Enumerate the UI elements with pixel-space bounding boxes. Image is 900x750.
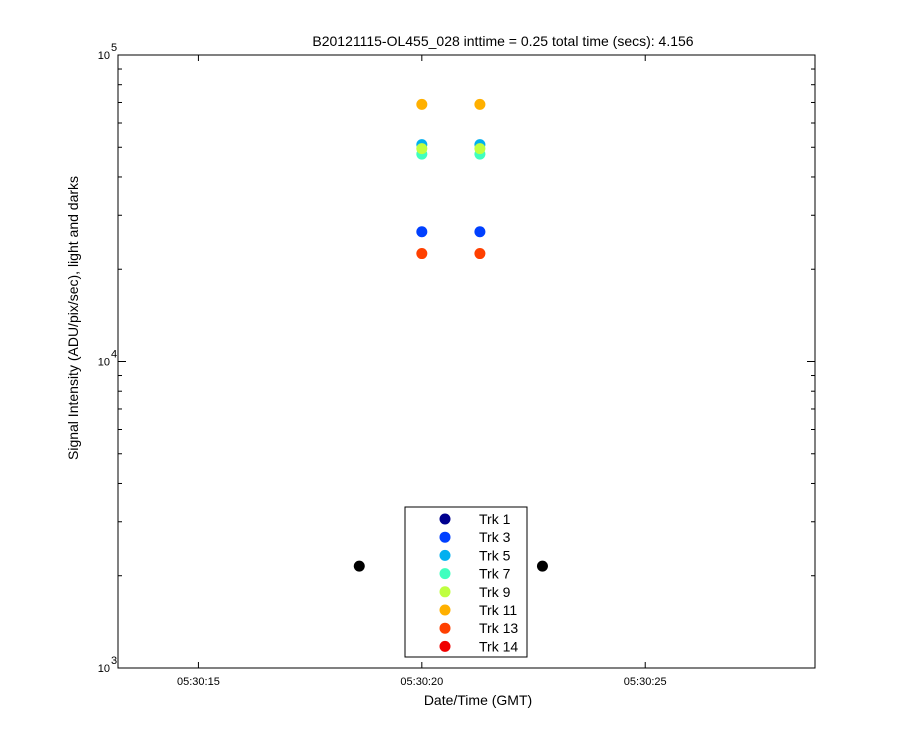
legend-marker xyxy=(439,604,451,616)
data-points xyxy=(353,98,548,572)
legend-marker xyxy=(439,549,451,561)
data-point-trk-13 xyxy=(474,248,486,260)
x-axis-label: Date/Time (GMT) xyxy=(424,692,532,708)
legend-label: Trk 3 xyxy=(479,529,511,545)
chart-title: B20121115-OL455_028 inttime = 0.25 total… xyxy=(312,33,693,49)
data-point-trk-9 xyxy=(416,143,428,155)
legend-label: Trk 13 xyxy=(479,620,518,636)
dark-data-point xyxy=(536,560,548,572)
legend-label: Trk 1 xyxy=(479,511,511,527)
legend-marker xyxy=(439,531,451,543)
data-point-trk-11 xyxy=(474,98,486,110)
y-tick-label-exponent: 5 xyxy=(111,42,117,54)
legend-label: Trk 5 xyxy=(479,547,511,563)
y-tick-label-exponent: 3 xyxy=(111,655,117,667)
y-tick-label-base: 10 xyxy=(98,663,110,675)
data-point-trk-11 xyxy=(416,98,428,110)
dark-data-point xyxy=(353,560,365,572)
legend-label: Trk 14 xyxy=(479,638,518,654)
legend-marker xyxy=(439,513,451,525)
data-point-trk-13 xyxy=(416,248,428,260)
x-tick-label: 05:30:15 xyxy=(177,676,220,688)
y-tick-label-base: 10 xyxy=(98,357,110,369)
data-point-trk-3 xyxy=(416,226,428,238)
legend-label: Trk 7 xyxy=(479,566,511,582)
data-point-trk-3 xyxy=(474,226,486,238)
legend-label: Trk 9 xyxy=(479,584,511,600)
legend-items: Trk 1 Trk 3 Trk 5 Trk 7 Trk 9 Trk 11 Trk 13 Trk… xyxy=(439,511,518,654)
x-tick-label: 05:30:20 xyxy=(400,676,443,688)
x-tick-label: 05:30:25 xyxy=(624,676,667,688)
y-tick-label-base: 10 xyxy=(98,50,110,62)
legend-box xyxy=(404,506,528,658)
legend-label: Trk 11 xyxy=(479,602,517,618)
y-axis-label: Signal Intensity (ADU/pix/sec), light an… xyxy=(65,176,81,460)
legend-marker xyxy=(439,640,451,652)
axis-ticks xyxy=(118,54,815,669)
legend: Trk 1 Trk 3 Trk 5 Trk 7 Trk 9 Trk 11 Trk 13 Trk… xyxy=(404,506,528,658)
legend-marker xyxy=(439,568,451,580)
legend-marker xyxy=(439,586,451,598)
data-point-trk-9 xyxy=(474,143,486,155)
legend-marker xyxy=(439,622,451,634)
y-tick-label-exponent: 4 xyxy=(111,349,117,361)
